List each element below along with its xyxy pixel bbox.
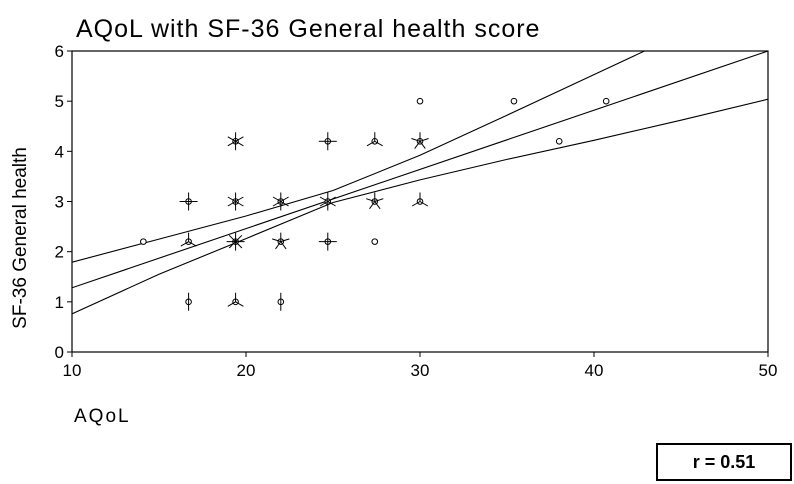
point-marker — [371, 238, 379, 245]
y-axis-title: SF-36 General health — [10, 147, 31, 329]
sunflower-petal — [374, 140, 383, 147]
sunflower-petal — [275, 241, 282, 250]
data-points — [140, 97, 610, 311]
scatter-point — [411, 192, 429, 207]
scatter-point — [227, 192, 244, 211]
confidence-lower-line — [72, 98, 768, 315]
x-tick-label: 20 — [237, 361, 256, 380]
sunflower-petal — [419, 201, 429, 207]
sunflower-petal — [235, 234, 243, 242]
point-marker — [602, 97, 610, 105]
point-marker — [510, 97, 518, 105]
regression-line — [72, 51, 768, 289]
scatter-point — [416, 97, 424, 105]
sunflower-petal — [319, 201, 329, 207]
confidence-upper-line — [72, 51, 645, 263]
x-tick-label: 40 — [585, 361, 604, 380]
y-tick-label: 3 — [55, 193, 64, 212]
y-tick-label: 0 — [55, 343, 64, 362]
sunflower-petal — [366, 140, 376, 147]
scatter-point — [510, 97, 518, 105]
x-tick-label: 30 — [411, 361, 430, 380]
sunflower-petal — [227, 301, 236, 307]
sunflower-petal — [227, 201, 236, 207]
sunflower-petal — [366, 198, 375, 202]
chart-title: AQoL with SF-36 General health score — [76, 15, 540, 43]
y-tick-label: 1 — [55, 293, 64, 312]
scatter-point — [366, 192, 384, 210]
scatter-point — [555, 138, 563, 145]
scatter-point — [227, 292, 244, 307]
scatter-point — [366, 132, 383, 147]
scatter-point — [180, 232, 197, 247]
scatter-point — [226, 232, 245, 251]
sunflower-petal — [280, 196, 289, 202]
point-marker — [416, 97, 424, 105]
x-axis-title: AQoL — [74, 406, 131, 427]
point-marker — [140, 238, 147, 245]
sunflower-petal — [280, 201, 289, 207]
sunflower-petal — [411, 138, 421, 142]
sunflower-petal — [235, 196, 244, 202]
y-tick-label: 6 — [55, 42, 64, 61]
scatter-point — [411, 132, 429, 149]
sunflower-petal — [272, 201, 282, 207]
scatter-point — [272, 192, 289, 211]
scatter-point — [179, 192, 198, 211]
sunflower-petal — [327, 196, 336, 202]
sunflower-petal — [235, 140, 244, 147]
sunflower-petal — [228, 241, 236, 249]
y-axis: 0 1 2 3 4 5 6 — [55, 42, 72, 362]
sunflower-petal — [272, 238, 281, 243]
scatter-point — [318, 132, 337, 151]
scatter-point — [371, 238, 379, 245]
sunflower-petal — [227, 140, 236, 147]
x-tick-label: 50 — [759, 361, 778, 380]
x-axis: 10 20 30 40 50 — [63, 352, 778, 380]
sunflower-petal — [188, 241, 197, 247]
sunflower-petal — [235, 201, 244, 207]
sunflower-petal — [374, 201, 381, 210]
sunflower-petal — [228, 234, 236, 242]
sunflower-petal — [227, 136, 236, 142]
sunflower-petal — [235, 241, 243, 249]
x-tick-label: 10 — [63, 361, 82, 380]
sunflower-petal — [411, 201, 421, 207]
scatter-point — [140, 238, 147, 245]
sunflower-petal — [235, 136, 244, 142]
sunflower-petal — [180, 241, 189, 247]
y-tick-label: 4 — [55, 142, 64, 161]
sunflower-petal — [272, 196, 282, 202]
scatter-point — [272, 232, 290, 250]
confidence-band — [72, 51, 768, 315]
fit-line — [72, 51, 768, 289]
scatter-point — [185, 292, 192, 311]
sunflower-petal — [327, 201, 336, 207]
sunflower-petal — [227, 196, 236, 202]
y-tick-label: 2 — [55, 243, 64, 262]
scatter-point — [319, 192, 336, 211]
sunflower-petal — [235, 301, 244, 307]
y-tick-label: 5 — [55, 92, 64, 111]
sunflower-petal — [280, 241, 287, 250]
scatter-point — [318, 232, 337, 251]
scatter-point — [277, 292, 285, 311]
scatter-point — [227, 132, 244, 151]
sunflower-petal — [414, 141, 421, 149]
scatter-point — [602, 97, 610, 105]
sunflower-petal — [374, 198, 384, 202]
sunflower-petal — [319, 196, 329, 202]
sunflower-petal — [419, 141, 426, 149]
sunflower-petal — [419, 138, 429, 142]
point-marker — [555, 138, 563, 145]
correlation-box: r = 0.51 — [656, 443, 792, 481]
sunflower-petal — [369, 201, 376, 210]
sunflower-petal — [280, 238, 290, 243]
correlation-value: r = 0.51 — [692, 451, 756, 472]
